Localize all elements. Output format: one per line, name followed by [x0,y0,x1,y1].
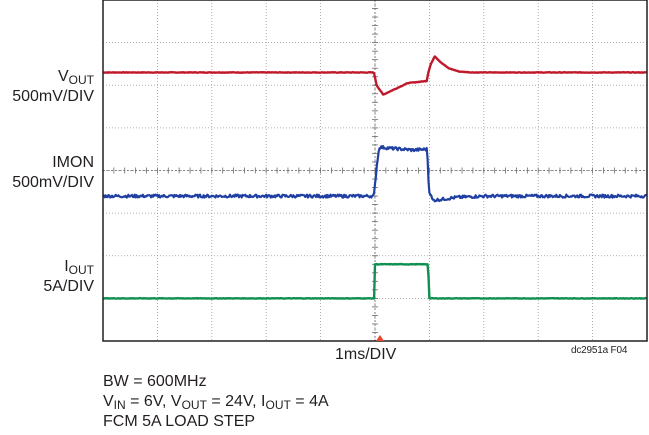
vin-name: V [103,393,114,410]
imon-label: IMON [52,154,94,171]
vin-sub: IN [113,398,126,412]
trigger-marker [376,335,384,341]
mode-note: FCM 5A LOAD STEP [103,413,256,430]
iout-value: = 4A [290,393,329,410]
iout-label-name: I [64,258,69,275]
oscilloscope-chart [102,0,648,342]
traces [102,55,648,300]
iout-label: IOUT [64,258,94,279]
iout-label-sub: OUT [68,263,94,277]
trace-iout [102,262,648,300]
imon-scale: 500mV/DIV [12,174,94,191]
vout-scale: 500mV/DIV [12,88,94,105]
vout-name: V [170,393,182,410]
trace-vout [102,55,648,96]
vout-sub: OUT [181,398,207,412]
iout-name: I [261,393,266,410]
trace-imon [102,145,648,203]
iout-sub: OUT [265,398,291,412]
iout-scale: 5A/DIV [43,278,94,295]
vout-label-sub: OUT [68,73,94,87]
figure-id: dc2951a F04 [571,345,628,356]
vin-value: = 6V, [125,393,171,410]
time-division-label: 1ms/DIV [335,346,397,363]
conditions-note: VIN = 6V, VOUT = 24V, IOUT = 4A [103,393,329,414]
vout-value: = 24V, [206,393,262,410]
vout-label-name: V [57,68,69,85]
vout-label: VOUT [58,68,94,89]
bandwidth-note: BW = 600MHz [103,373,207,390]
plot-frame [102,0,648,342]
